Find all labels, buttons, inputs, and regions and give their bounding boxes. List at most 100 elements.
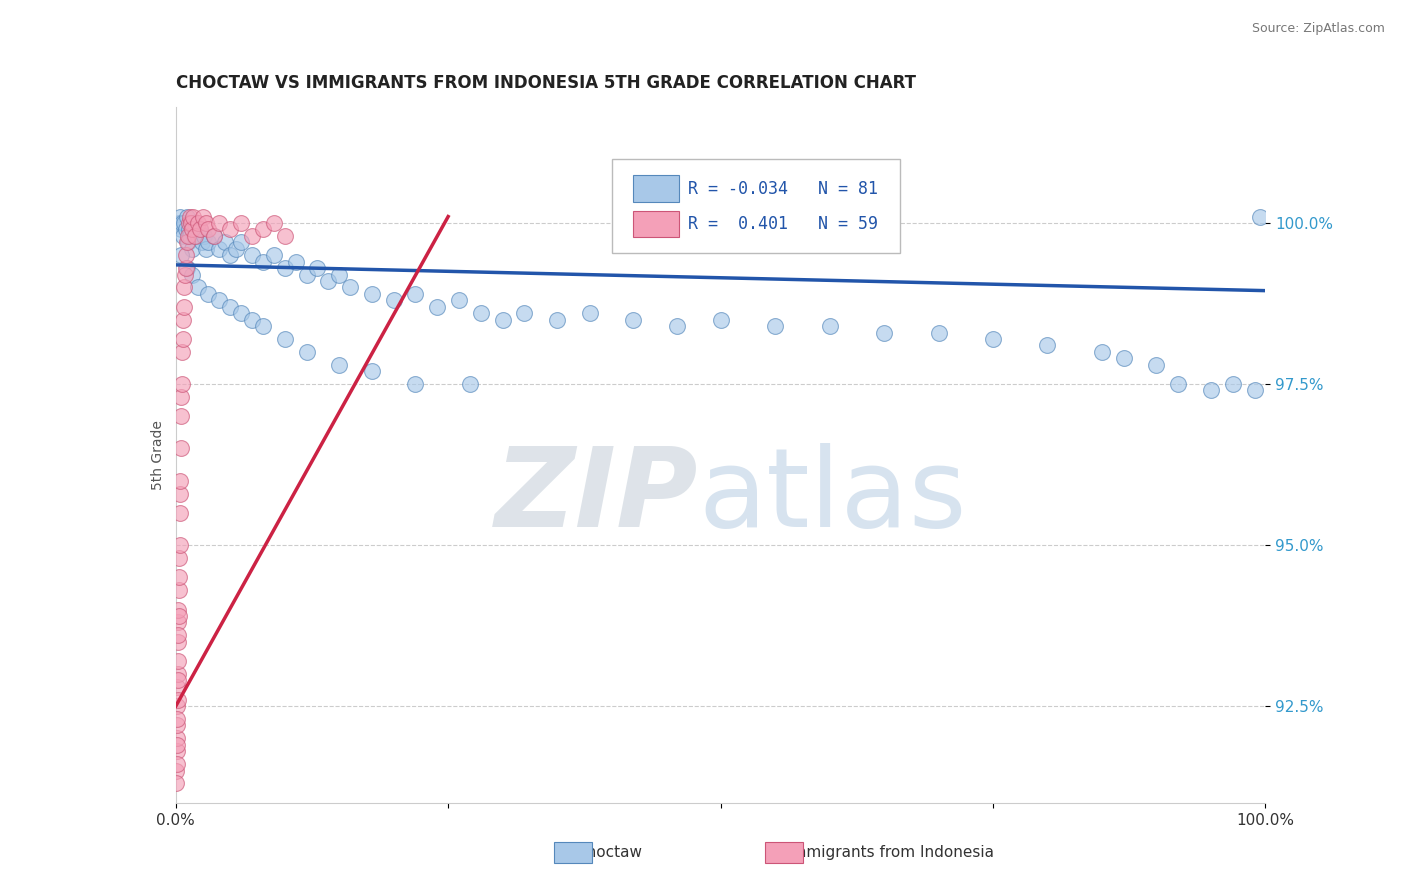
Point <box>173 216 195 230</box>
Point <box>274 332 297 346</box>
Point <box>170 248 193 262</box>
Point <box>176 235 198 250</box>
Point <box>263 248 285 262</box>
Point <box>179 228 201 243</box>
Point <box>173 300 195 314</box>
Point <box>513 306 536 320</box>
Point <box>167 615 190 630</box>
Point <box>1112 351 1135 366</box>
Point <box>170 390 193 404</box>
Point <box>328 358 350 372</box>
Point <box>252 222 274 236</box>
Point <box>579 306 602 320</box>
Point <box>195 242 218 256</box>
Point <box>169 210 191 224</box>
Point <box>166 667 188 681</box>
Point <box>621 312 644 326</box>
Point <box>181 222 204 236</box>
Point <box>172 344 194 359</box>
Point <box>188 222 211 236</box>
Text: atlas: atlas <box>699 443 967 550</box>
Point <box>1199 384 1222 398</box>
Point <box>274 228 297 243</box>
Point <box>174 222 197 236</box>
Point <box>219 248 242 262</box>
Point <box>188 222 211 236</box>
Point <box>169 474 191 488</box>
Point <box>172 332 194 346</box>
Point <box>208 242 231 256</box>
Point <box>405 286 427 301</box>
Point <box>176 210 198 224</box>
Point <box>263 216 285 230</box>
Point <box>183 228 205 243</box>
Point <box>214 235 236 250</box>
Point <box>174 248 197 262</box>
Point <box>165 764 187 778</box>
Point <box>184 228 207 243</box>
Point <box>172 228 194 243</box>
Text: Choctaw: Choctaw <box>576 846 643 860</box>
FancyBboxPatch shape <box>612 159 900 253</box>
Point <box>181 210 204 224</box>
Point <box>1222 377 1244 392</box>
Point <box>928 326 950 340</box>
Point <box>361 286 384 301</box>
Point <box>284 254 307 268</box>
Point <box>179 210 201 224</box>
Point <box>197 286 219 301</box>
Point <box>274 261 297 276</box>
Y-axis label: 5th Grade: 5th Grade <box>150 420 165 490</box>
Point <box>197 222 219 236</box>
Point <box>193 228 215 243</box>
Text: ZIP: ZIP <box>495 443 699 550</box>
Point <box>186 280 209 294</box>
Point <box>405 377 427 392</box>
Point <box>231 235 253 250</box>
Point <box>170 377 193 392</box>
Point <box>181 216 204 230</box>
Point <box>166 699 188 714</box>
Point <box>172 312 194 326</box>
Point <box>361 364 384 378</box>
Point <box>382 293 405 308</box>
Point <box>666 319 689 334</box>
Point <box>426 300 449 314</box>
Point <box>181 268 204 282</box>
FancyBboxPatch shape <box>633 176 679 202</box>
Point <box>492 312 515 326</box>
Point <box>240 248 263 262</box>
Point <box>219 222 242 236</box>
Point <box>169 538 191 552</box>
Point <box>710 312 733 326</box>
Point <box>166 680 188 694</box>
Point <box>447 293 470 308</box>
Point <box>191 235 214 250</box>
Point <box>1091 344 1114 359</box>
Point <box>202 228 225 243</box>
Point <box>173 280 195 294</box>
Point <box>180 216 202 230</box>
Point <box>763 319 786 334</box>
FancyBboxPatch shape <box>633 211 679 237</box>
Point <box>177 235 200 250</box>
Point <box>252 319 274 334</box>
Point <box>166 718 188 732</box>
Text: CHOCTAW VS IMMIGRANTS FROM INDONESIA 5TH GRADE CORRELATION CHART: CHOCTAW VS IMMIGRANTS FROM INDONESIA 5TH… <box>176 74 915 92</box>
Point <box>170 222 193 236</box>
Point <box>174 268 197 282</box>
Point <box>167 602 190 616</box>
Point <box>167 216 190 230</box>
Point <box>167 551 190 566</box>
Point <box>197 235 219 250</box>
Point <box>470 306 492 320</box>
Text: Source: ZipAtlas.com: Source: ZipAtlas.com <box>1251 22 1385 36</box>
Point <box>307 261 329 276</box>
Point <box>328 268 350 282</box>
Point <box>252 254 274 268</box>
Point <box>546 312 568 326</box>
Point <box>166 731 188 746</box>
Point <box>225 242 247 256</box>
Point <box>166 738 188 752</box>
Point <box>231 306 253 320</box>
